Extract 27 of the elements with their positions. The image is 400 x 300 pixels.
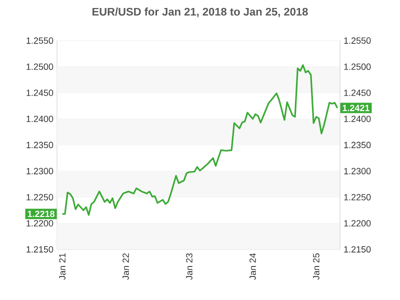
y-tick-label: 1.2350 bbox=[26, 142, 54, 148]
y2-tick-label: 1.2400 bbox=[344, 116, 371, 122]
y-tick-label: 1.2150 bbox=[26, 246, 54, 253]
y-tick-label: 1.2200 bbox=[26, 220, 54, 226]
y-tick-label: 1.2400 bbox=[26, 116, 54, 122]
y-tick-label: 1.2250 bbox=[26, 194, 54, 200]
x-tick-label: Jan 22 bbox=[122, 253, 129, 280]
y-tick-label: 1.2500 bbox=[26, 64, 54, 70]
y-tick-label: 1.2550 bbox=[26, 37, 54, 44]
y-tick-label: 1.2450 bbox=[26, 90, 54, 96]
chart-title: EUR/USD for Jan 21, 2018 to Jan 25, 2018 bbox=[92, 8, 308, 18]
annotation: 1.2421 bbox=[342, 104, 370, 112]
x-tick-label: Jan 23 bbox=[186, 253, 192, 280]
y2-tick-label: 1.2300 bbox=[344, 168, 371, 174]
y2-tick-label: 1.2200 bbox=[344, 220, 371, 226]
y-tick-label: 1.2300 bbox=[26, 168, 54, 174]
y2-tick-label: 1.2550 bbox=[344, 37, 371, 44]
annotation: 1.2218 bbox=[28, 210, 55, 218]
x-tick-label: Jan 24 bbox=[250, 253, 256, 280]
y2-tick-label: 1.2450 bbox=[344, 90, 371, 96]
y2-tick-label: 1.2150 bbox=[344, 246, 371, 253]
x-tick-label: Jan 25 bbox=[313, 253, 320, 280]
x-tick-label: Jan 21 bbox=[59, 253, 66, 280]
y2-tick-label: 1.2500 bbox=[344, 64, 371, 70]
line-series bbox=[61, 64, 338, 216]
y2-tick-label: 1.2250 bbox=[344, 194, 371, 200]
y2-tick-label: 1.2350 bbox=[344, 142, 371, 148]
